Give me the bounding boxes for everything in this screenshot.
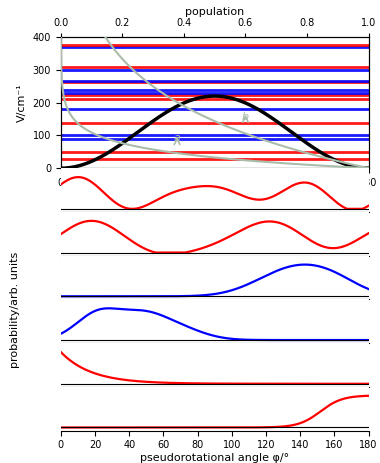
Text: a: a <box>174 133 180 144</box>
X-axis label: pseudorotational angle φ/°: pseudorotational angle φ/° <box>140 453 289 463</box>
X-axis label: pseudorotational angle φ/°: pseudorotational angle φ/° <box>140 191 289 201</box>
X-axis label: population: population <box>185 7 244 17</box>
Y-axis label: V/cm⁻¹: V/cm⁻¹ <box>17 83 27 122</box>
Text: probability/arb. units: probability/arb. units <box>10 252 19 369</box>
Text: b: b <box>242 112 249 122</box>
